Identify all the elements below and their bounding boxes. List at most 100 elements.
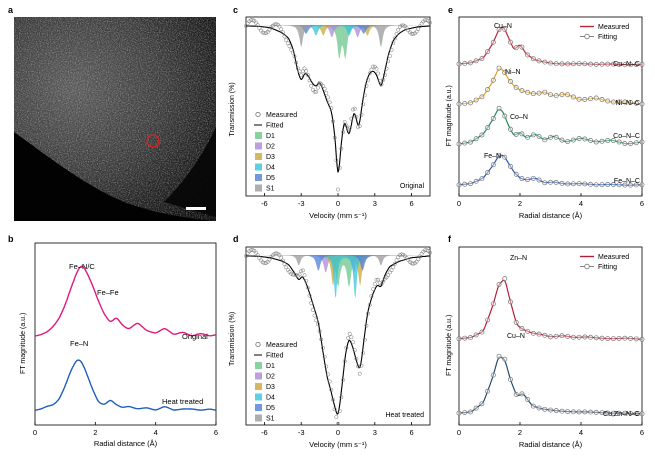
panel-d-measured-point	[389, 268, 394, 273]
panel-e-fitting-point-2	[542, 137, 548, 143]
panel-e-fitting-point-0	[628, 62, 634, 68]
panel-c-xtick-label-2: 0	[336, 199, 340, 208]
panel-c-measured-point	[255, 23, 260, 28]
panel-e-fitting-point-3	[582, 181, 588, 187]
panel-e-fitting-point-2	[548, 134, 553, 140]
panel-f-xtick-label-2: 4	[579, 428, 583, 437]
panel-d-measured-point	[292, 272, 297, 277]
panel-e-fitting-point-2	[639, 139, 645, 145]
panel-c-measured-point	[339, 146, 344, 151]
panel-c-measured-point	[315, 85, 320, 90]
panel-f-fitting-point-1	[530, 403, 536, 409]
panel-e-fitting-point-1	[502, 70, 508, 76]
panel-f-fitting-point-1	[462, 410, 468, 416]
panel-f-fitting-point-0	[553, 333, 559, 339]
panel-c-measured-point	[326, 95, 330, 100]
panel-c-measured-point	[392, 36, 397, 41]
panel-f-peak-label-0: Zn–N	[510, 255, 527, 262]
panel-f-fitting-point-0	[513, 319, 519, 325]
panel-e-fitting-point-2	[479, 132, 485, 138]
panel-e-fitting-point-2	[582, 136, 588, 142]
panel-f-fitting-point-0	[496, 281, 502, 287]
panel-d-measured-point	[305, 285, 310, 290]
panel-e-fitting-point-3	[485, 170, 491, 175]
panel-e-fitting-point-1	[588, 96, 593, 102]
panel-f-xlabel: Radial distance (Å)	[519, 440, 583, 449]
panel-d-measured-point	[416, 257, 421, 262]
panel-e-xtick-label-0: 0	[457, 199, 461, 208]
highlight-circle	[146, 134, 160, 148]
panel-e-fitting-point-0	[565, 61, 571, 67]
panel-d-measured-point	[304, 278, 309, 283]
panel-e-fitting-point-0	[553, 61, 559, 67]
panel-f-fitting-point-1	[628, 410, 634, 416]
panel-f-fitting-point-0	[479, 329, 485, 335]
panel-d-measured-point	[411, 261, 416, 266]
panel-f-fitting-point-0	[536, 331, 542, 337]
panel-c-measured-point	[287, 44, 292, 49]
panel-f-fitting-point-1	[513, 392, 519, 397]
panel-c-legend-marker-measured	[255, 111, 261, 118]
panel-f-fitting-point-0	[593, 335, 599, 341]
panel-f-fitting-point-0	[490, 301, 496, 307]
panel-c-legend-swatch-d5	[255, 174, 262, 181]
panel-label-b: b	[8, 234, 14, 244]
panel-e-fitting-point-3	[588, 181, 593, 187]
panel-f-fitting-point-1	[593, 409, 599, 415]
panel-d-legend-label-1: Fitted	[266, 353, 284, 360]
panel-c-legend-label-5: D4	[266, 165, 275, 172]
panel-e-fitting-point-3	[628, 182, 634, 188]
panel-f-fitting-point-0	[605, 336, 611, 341]
panel-c-measured-point	[285, 41, 290, 46]
panel-f-fitting-point-0	[467, 335, 473, 341]
panel-e-fitting-point-3	[565, 181, 571, 187]
panel-e-fitting-point-0	[639, 61, 645, 67]
panel-e-fitting-point-2	[553, 134, 559, 140]
panel-f-fitting-point-0	[525, 328, 531, 334]
panel-c-measured-point	[371, 64, 376, 69]
panel-f-fitting-point-1	[508, 377, 513, 382]
panel-f-fitting-point-0	[639, 336, 645, 342]
panel-e-fitting-point-1	[490, 77, 496, 83]
panel-e-fitting-point-2	[610, 138, 616, 143]
panel-e-fitting-point-2	[593, 139, 599, 145]
panel-c-measured-point	[262, 31, 267, 36]
panel-e-fitting-point-2	[462, 140, 468, 146]
panel-d-xtick-label-2: 0	[336, 428, 340, 437]
panel-e-fitting-point-2	[519, 131, 525, 137]
panel-d-measured-point	[362, 337, 367, 342]
panel-d-measured-point	[359, 363, 364, 368]
panel-c-measured-point	[309, 83, 314, 88]
panel-c-measured-point	[367, 71, 372, 76]
panel-f-fitting-point-0	[633, 336, 639, 342]
panel-e-fitting-point-3	[605, 182, 611, 187]
panel-c-measured-point	[382, 72, 387, 77]
panel-f-fitting-point-0	[456, 336, 462, 342]
panel-e-fitting-point-0	[525, 52, 531, 58]
panel-c-legend-swatch-s1	[255, 184, 262, 192]
panel-e-fitting-point-1	[599, 97, 605, 102]
panel-d-legend-swatch-d3	[255, 383, 262, 390]
panel-d-legend-marker-measured	[255, 341, 261, 348]
panel-f-fitting-point-0	[559, 333, 565, 339]
panel-c-measured-point	[374, 66, 379, 71]
panel-b-annotation-fe-n-c: Fe–N/C	[69, 262, 95, 271]
panel-d-measured-point	[337, 409, 342, 414]
panel-d-measured-point	[307, 293, 312, 298]
panel-e-peak-label-3: Fe–N	[484, 153, 501, 160]
panel-c-legend-label-3: D2	[266, 144, 275, 151]
panel-e-fitting-point-2	[633, 140, 639, 146]
panel-d-measured-point	[354, 356, 359, 361]
panel-d-measured-point	[300, 268, 305, 273]
panel-c-measured-point	[274, 22, 279, 27]
panel-f-peak-label-1: Cu–N	[507, 333, 525, 340]
panel-e-fitting-point-2	[485, 125, 491, 131]
panel-d-measured-point	[302, 273, 307, 278]
panel-e-fitting-point-0	[530, 56, 536, 62]
panel-d-legend-label-4: D3	[266, 384, 275, 391]
panel-f-fitting-point-0	[599, 335, 605, 341]
panel-c-measured-point	[329, 106, 334, 111]
panel-c-measured-point	[331, 119, 335, 124]
panel-e-fitting-point-0	[513, 45, 519, 51]
panel-e-fitting-point-1	[508, 79, 513, 84]
